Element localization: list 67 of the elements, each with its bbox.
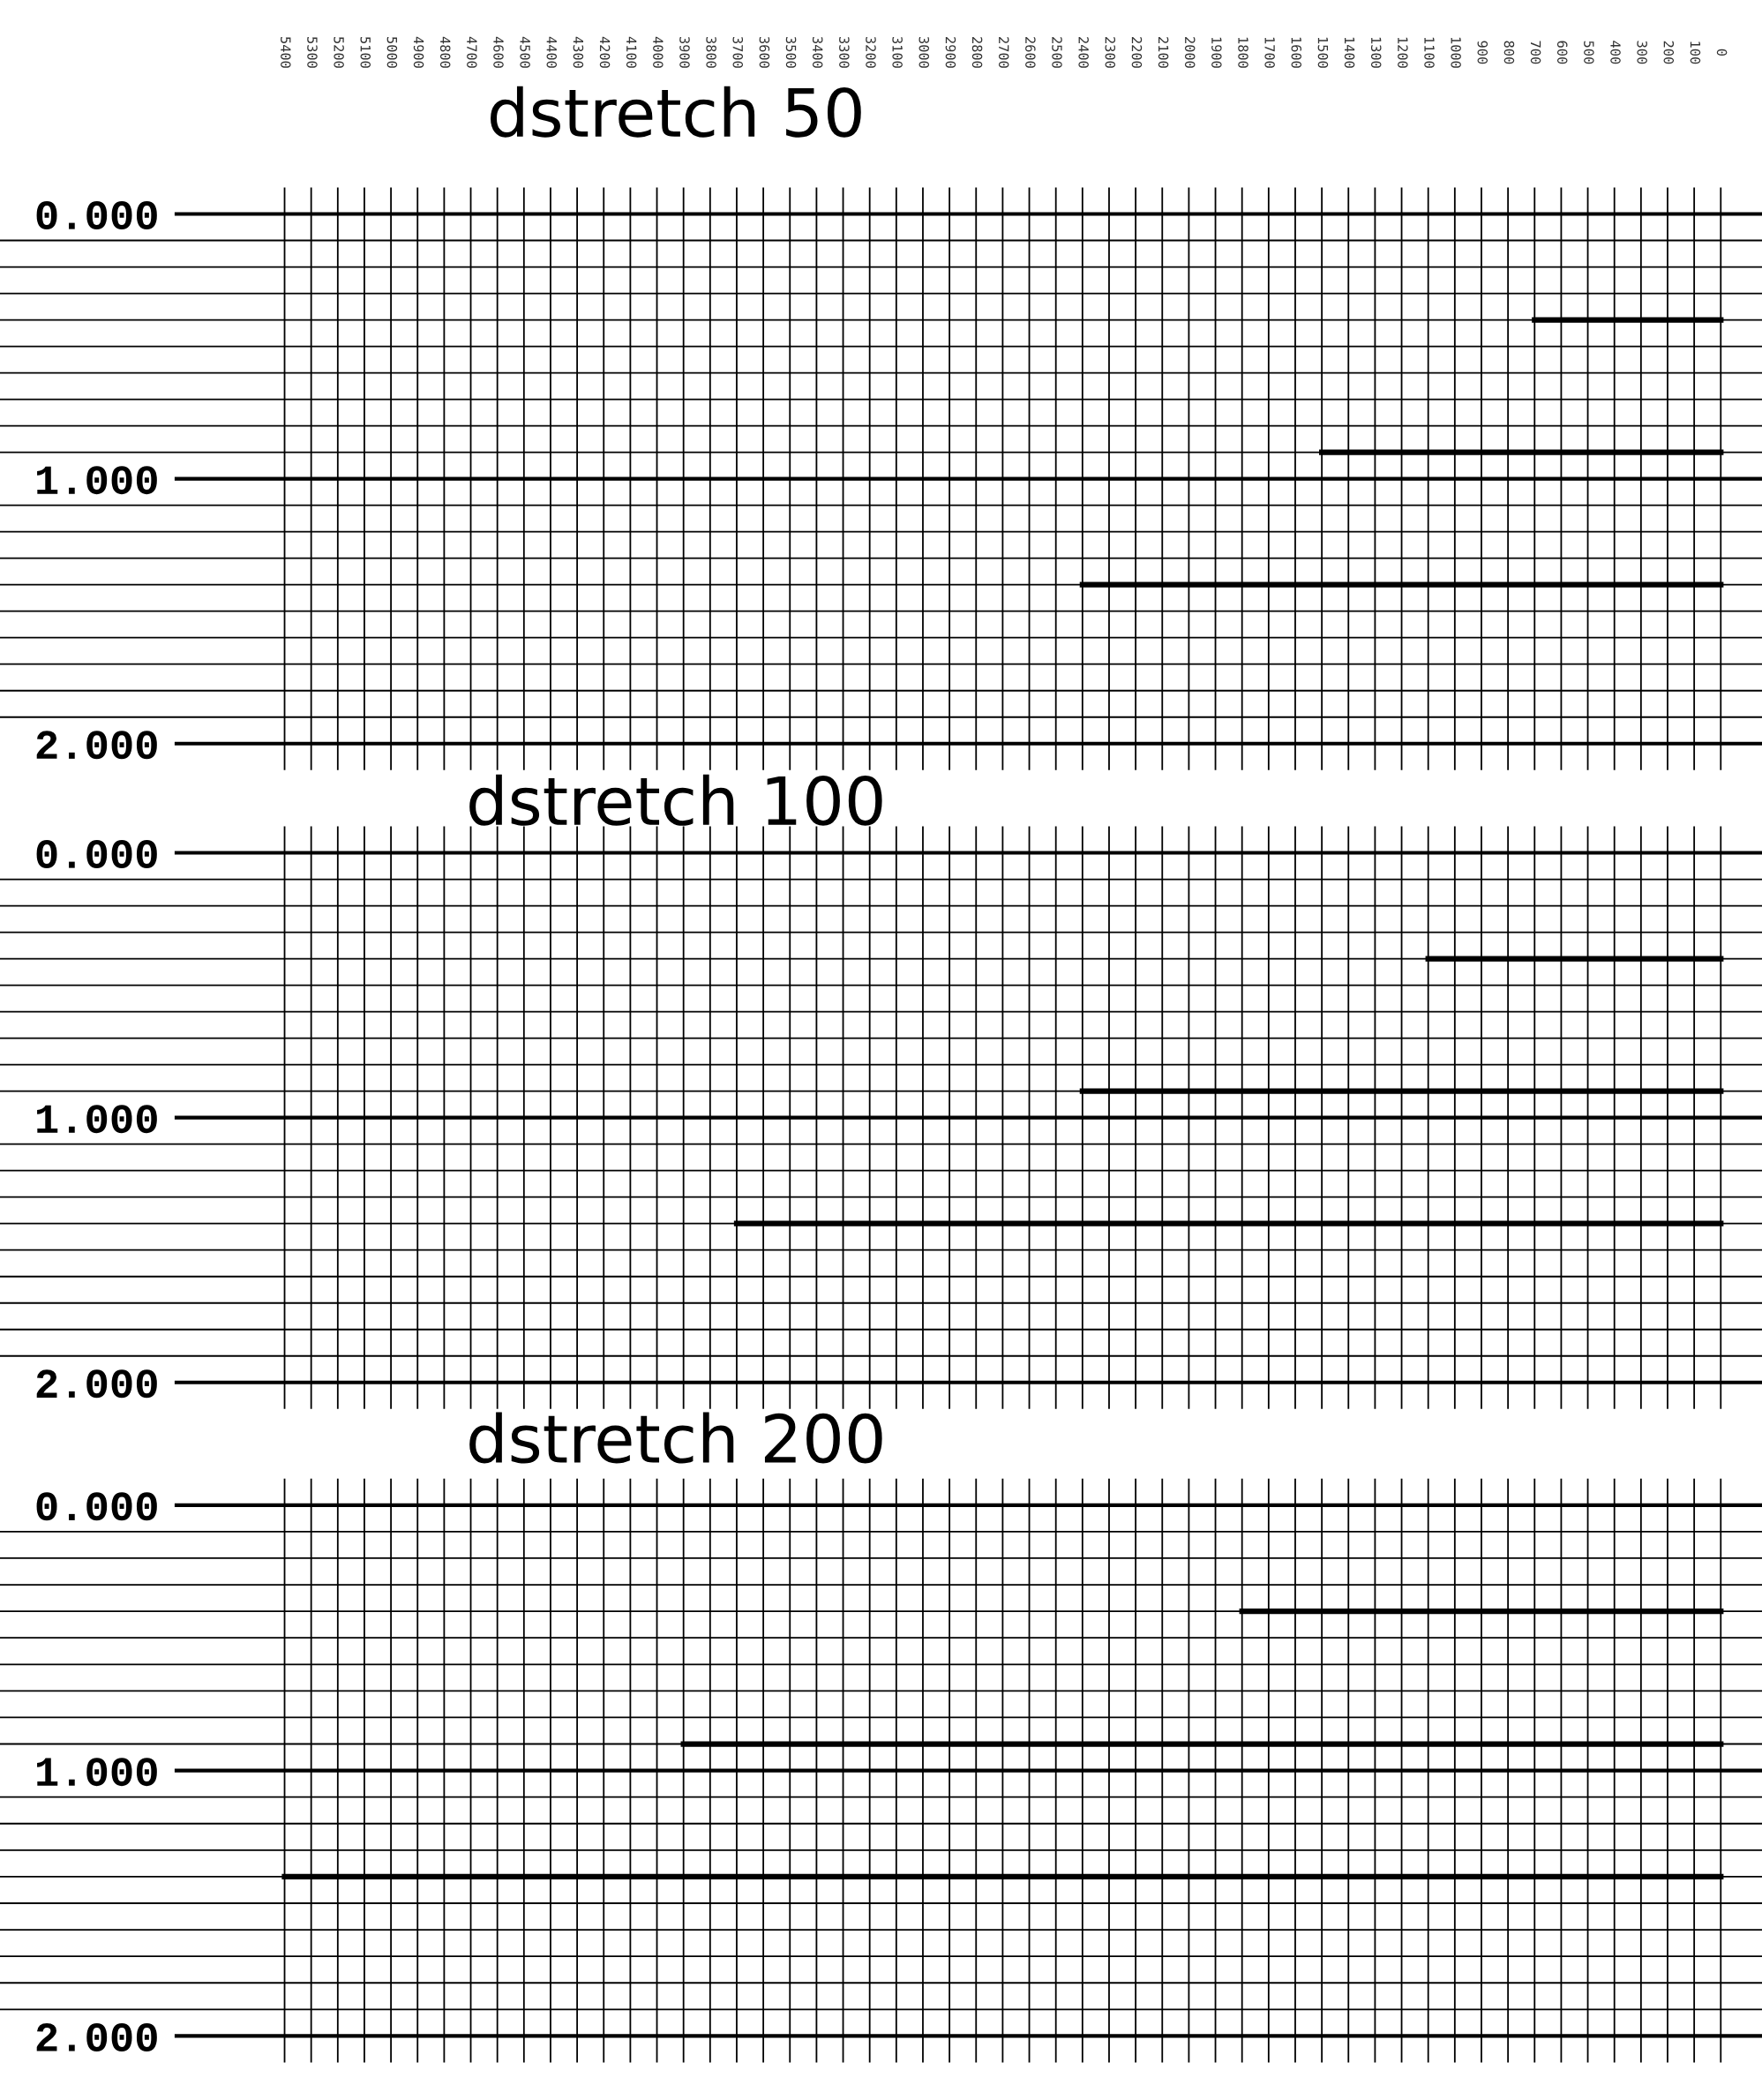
x2-tick-label: 2300: [1105, 37, 1116, 68]
chart-title: dstretch 200: [469, 1412, 882, 1464]
x2-tick-label: 4700: [467, 36, 477, 68]
x2-tick-label: 1800: [1238, 37, 1248, 68]
x2-tick-label: 4200: [599, 36, 611, 68]
x2-tick-label: 0: [1716, 49, 1728, 56]
y-tick-label: 2.000: [36, 731, 157, 760]
x2-tick-label: 1500: [1317, 37, 1329, 68]
y-tick-label: 2.000: [36, 1369, 157, 1399]
x2-tick-label: 4100: [626, 36, 637, 68]
y-tick-label: 1.000: [37, 466, 157, 495]
x2-tick-label: 1200: [1398, 37, 1408, 68]
x2-tick-label: 700: [1530, 41, 1541, 64]
x2-tick-label: 2100: [1158, 37, 1169, 68]
x2-tick-label: 500: [1584, 41, 1594, 64]
x2-tick-label: 400: [1610, 41, 1621, 64]
x2-tick-label: 2200: [1131, 37, 1143, 68]
x2-tick-label: 4000: [653, 36, 664, 68]
x2-tick-label: 3500: [785, 37, 797, 68]
y-tick-label: 2.000: [36, 2022, 157, 2051]
x2-tick-label: 3300: [839, 37, 850, 68]
x2-tick-label: 100: [1690, 41, 1701, 64]
x2-tick-label: 4300: [573, 36, 584, 68]
x2-tick-label: 4900: [413, 36, 424, 68]
x2-tick-label: 2800: [971, 37, 983, 68]
x2-tick-label: 4600: [493, 36, 504, 68]
x2-tick-label: 3800: [706, 37, 716, 68]
x2-tick-label: 4500: [520, 36, 530, 68]
x2-tick-label: 1100: [1424, 37, 1435, 68]
x2-tick-label: 5100: [360, 37, 371, 68]
x2-tick-label: 3900: [679, 37, 690, 68]
y-tick-label: 1.000: [37, 1105, 157, 1134]
x2-tick-label: 900: [1477, 41, 1488, 64]
y-tick-label: 0.000: [36, 201, 157, 230]
x2-tick-label: 2500: [1052, 37, 1062, 68]
chart-title: dstretch 100: [469, 774, 882, 826]
x2-tick-label: 1900: [1211, 37, 1222, 68]
y-tick-label: 1.000: [37, 1758, 157, 1787]
x2-tick-label: 3400: [812, 37, 823, 68]
x2-tick-label: 3000: [918, 37, 930, 68]
x2-tick-label: 5200: [334, 37, 344, 68]
x2-tick-label: 1600: [1291, 37, 1302, 68]
x2-tick-label: 600: [1556, 41, 1568, 64]
x2-tick-label: 1400: [1344, 37, 1355, 68]
x2-tick-label: 3600: [759, 37, 770, 68]
y-tick-label: 0.000: [36, 840, 157, 869]
x2-tick-label: 4800: [439, 36, 451, 68]
x2-tick-label: 1000: [1451, 37, 1461, 68]
x2-tick-label: 5300: [307, 37, 318, 68]
x2-tick-label: 1700: [1264, 37, 1275, 68]
x2-tick-label: 5400: [281, 37, 291, 68]
x2-tick-label: 2000: [1184, 37, 1196, 68]
x2-tick-label: 3700: [732, 37, 744, 68]
x2-tick-label: 800: [1503, 41, 1515, 64]
x2-tick-label: 3200: [866, 37, 876, 68]
y-tick-label: 0.000: [36, 1492, 157, 1521]
x2-tick-label: 2900: [945, 37, 956, 68]
x2-tick-label: 200: [1663, 41, 1675, 64]
x2-tick-label: 3100: [892, 37, 903, 68]
x2-tick-label: 2400: [1078, 37, 1089, 68]
x2-tick-label: 1300: [1370, 37, 1382, 68]
x2-tick-label: 2600: [1025, 37, 1036, 68]
x2-tick-label: 4400: [546, 36, 558, 68]
x2-tick-label: 2700: [998, 37, 1009, 68]
chart-title: dstretch 50: [491, 86, 861, 138]
x2-tick-label: 5000: [386, 37, 398, 68]
x2-tick-label: 300: [1637, 41, 1647, 64]
